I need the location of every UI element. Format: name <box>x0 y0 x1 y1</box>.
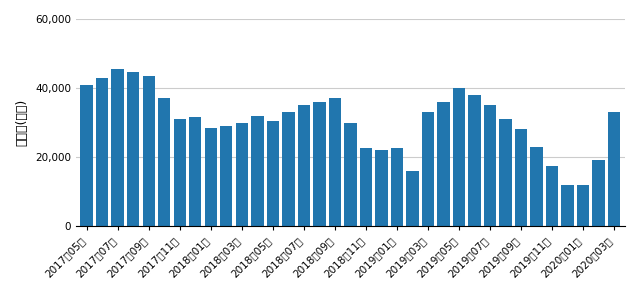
Bar <box>173 119 186 226</box>
Bar <box>468 95 481 226</box>
Bar <box>111 69 124 226</box>
Bar <box>298 105 310 226</box>
Bar <box>452 88 465 226</box>
Bar <box>344 123 356 226</box>
Bar <box>143 76 155 226</box>
Bar <box>189 117 202 226</box>
Bar <box>251 116 264 226</box>
Bar <box>329 98 341 226</box>
Bar <box>546 166 558 226</box>
Bar <box>220 126 232 226</box>
Bar <box>205 128 217 226</box>
Bar <box>484 105 496 226</box>
Bar <box>81 85 93 226</box>
Bar <box>391 148 403 226</box>
Bar <box>515 129 527 226</box>
Y-axis label: 거래량(건수): 거래량(건수) <box>15 99 28 146</box>
Bar <box>236 123 248 226</box>
Bar <box>158 98 170 226</box>
Bar <box>561 185 574 226</box>
Bar <box>577 185 589 226</box>
Bar <box>422 112 434 226</box>
Bar <box>282 112 294 226</box>
Bar <box>499 119 512 226</box>
Bar <box>313 102 326 226</box>
Bar <box>267 121 279 226</box>
Bar <box>406 171 419 226</box>
Bar <box>593 161 605 226</box>
Bar <box>360 148 372 226</box>
Bar <box>375 150 388 226</box>
Bar <box>127 73 140 226</box>
Bar <box>437 102 450 226</box>
Bar <box>531 147 543 226</box>
Bar <box>96 78 108 226</box>
Bar <box>608 112 620 226</box>
